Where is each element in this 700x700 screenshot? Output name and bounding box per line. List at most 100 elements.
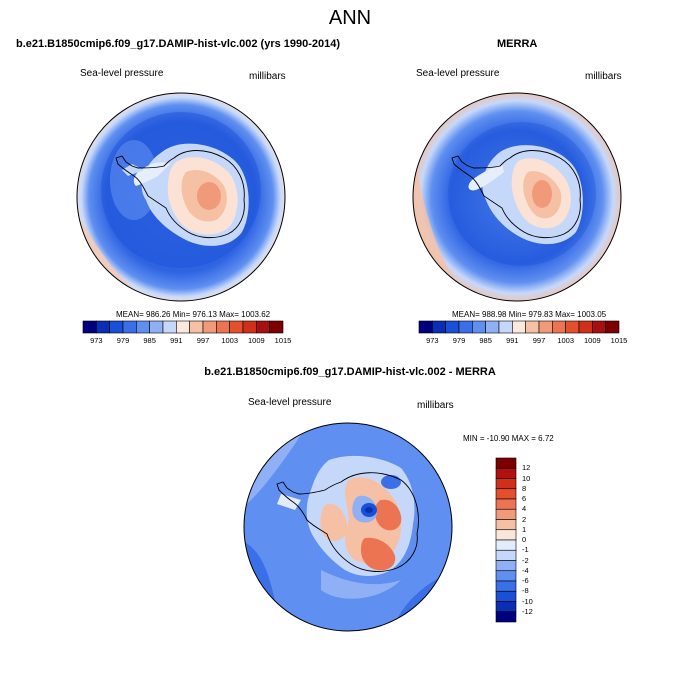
- panel1-colorbar-box: [136, 320, 150, 334]
- panel3-colorbar-box: [495, 539, 517, 551]
- panel1-colorbar-box: [256, 320, 270, 334]
- panel1-stats: MEAN= 986.26 Min= 976.13 Max= 1003.62: [116, 310, 271, 319]
- panel1-units-label: millibars: [249, 71, 286, 82]
- panel1-coastline: [115, 150, 245, 239]
- panel3-colorbar-box: [495, 457, 517, 469]
- panel3-colorbar-tick-label: 4: [522, 504, 527, 514]
- panel1-colorbar-tick-label: 973: [90, 336, 103, 345]
- panel1-polar-map: [76, 92, 286, 302]
- panel1-colorbar-box: [202, 320, 217, 334]
- panel3-colorbar-box: [495, 580, 517, 592]
- panel2-colorbar-box: [592, 320, 606, 334]
- panel2-colorbar-tick-label: 979: [452, 336, 466, 345]
- panel1-colorbar-tick-label: 991: [170, 336, 183, 345]
- panel1-colorbar-box: [242, 320, 257, 334]
- panel3-colorbar-tick-label: -12: [522, 606, 533, 616]
- panel2-map-border: [412, 92, 622, 302]
- panel2-colorbar-tick-label: 973: [426, 336, 439, 345]
- panel3-colorbar-tick-label: -10: [522, 596, 533, 606]
- panel3-units-label: millibars: [417, 400, 454, 411]
- panel3-colorbar-box: [495, 519, 517, 531]
- panel3-colorbar-tick-label: 2: [522, 514, 527, 524]
- panel1-colorbar-labels: 973 979 985 991 997 1003 1009 1015: [80, 336, 291, 348]
- panel2-colorbar-tick-label: 985: [479, 336, 492, 345]
- panel1-colorbar-boxes: [82, 320, 284, 334]
- panel2-units-label: millibars: [585, 71, 622, 82]
- panel3-colorbar-box: [495, 560, 517, 572]
- panel3-colorbar-box: [495, 601, 517, 613]
- panel2-colorbar-tick-label: 1009: [583, 336, 601, 345]
- panel3-colorbar-tick-label: -8: [522, 586, 529, 596]
- panel2-colorbar-box: [552, 320, 566, 334]
- panel1-colorbar-tick-label: 997: [196, 336, 210, 345]
- panel3-colorbar-boxes: [495, 457, 517, 623]
- panel2-colorbar-labels: 973 979 985 991 997 1003 1009 1015: [416, 336, 627, 348]
- panel2-field: [413, 93, 621, 301]
- panel2-title: MERRA: [497, 38, 538, 50]
- panel2-colorbar-box: [605, 320, 620, 334]
- panel2-coastline: [451, 150, 581, 239]
- panel2-colorbar-tick-label: 997: [532, 336, 546, 345]
- panel2-colorbar-box: [538, 320, 553, 334]
- main-title: ANN: [328, 7, 372, 29]
- panel3-colorbar-tick-label: 0: [522, 535, 527, 544]
- panel1-colorbar: [82, 320, 284, 334]
- panel2-colorbar-box: [525, 320, 540, 334]
- panel3-colorbar: [495, 457, 517, 623]
- panel2-colorbar-box: [432, 320, 446, 334]
- panel3-colorbar-box: [495, 498, 517, 510]
- panel1-colorbar-box: [82, 320, 97, 334]
- panel3-colorbar-tick-label: 6: [522, 494, 527, 503]
- panel1-colorbar-box: [216, 320, 230, 334]
- panel2-polar-map: [412, 92, 622, 302]
- panel3-left-label: Sea-level pressure: [248, 397, 332, 408]
- panel2-colorbar-tick-label: 991: [506, 336, 519, 345]
- panel3-colorbar-tick-label: 8: [522, 483, 527, 493]
- panel3-title: b.e21.B1850cmip6.f09_g17.DAMIP-hist-vlc.…: [204, 366, 496, 378]
- panel1-colorbar-box: [122, 320, 137, 334]
- panel3-colorbar-tick-label: 12: [522, 463, 531, 473]
- panel1-colorbar-box: [109, 320, 124, 334]
- panel1-colorbar-box: [269, 320, 284, 334]
- panel1-colorbar-box: [149, 320, 164, 334]
- panel3-colorbar-box: [495, 570, 517, 582]
- panel1-colorbar-tick-label: 1009: [247, 336, 265, 345]
- panel3-field: [244, 423, 452, 631]
- panel1-colorbar-box: [96, 320, 110, 334]
- panel3-colorbar-box: [495, 590, 517, 602]
- panel2-colorbar-box: [498, 320, 513, 334]
- panel3-colorbar-box: [495, 549, 517, 561]
- panel2-colorbar-tick-label: 1003: [557, 336, 574, 345]
- panel1-colorbar-box: [229, 320, 244, 334]
- panel1-colorbar-tick-label: 1003: [221, 336, 238, 345]
- panel3-colorbar-tick-label: -4: [522, 565, 529, 575]
- panel2-colorbar-box: [485, 320, 500, 334]
- panel3-polar-map: [243, 422, 453, 632]
- panel1-colorbar-tick-label: 979: [116, 336, 130, 345]
- panel1-colorbar-box: [162, 320, 177, 334]
- panel3-colorbar-box: [495, 488, 517, 500]
- panel2-colorbar-box: [578, 320, 593, 334]
- panel2-colorbar-box: [512, 320, 526, 334]
- panel2-colorbar-box: [418, 320, 433, 334]
- panel3-colorbar-box: [495, 508, 517, 520]
- panel1-left-label: Sea-level pressure: [80, 68, 164, 79]
- panel3-colorbar-labels: 12 10 8 6 4 2 1 0 -1 -2 -4 -6 -8 -10 -12: [518, 457, 558, 623]
- panel3-colorbar-tick-label: 1: [522, 524, 527, 534]
- panel2-colorbar-box: [565, 320, 580, 334]
- panel1-field: [77, 93, 285, 301]
- panel3-colorbar-tick-label: 10: [522, 473, 531, 483]
- panel1-colorbar-tick-label: 1015: [274, 336, 292, 345]
- panel1-map-border: [76, 92, 286, 302]
- panel3-colorbar-tick-label: -1: [522, 545, 529, 555]
- panel3-colorbar-box: [495, 467, 517, 479]
- panel2-left-label: Sea-level pressure: [416, 68, 500, 79]
- panel2-colorbar-box: [445, 320, 460, 334]
- panel3-colorbar-box: [495, 529, 517, 541]
- panel3-colorbar-tick-label: -6: [522, 576, 529, 585]
- panel3-colorbar-box: [495, 611, 517, 623]
- panel3-colorbar-box: [495, 478, 517, 490]
- panel2-colorbar: [418, 320, 620, 334]
- panel1-title: b.e21.B1850cmip6.f09_g17.DAMIP-hist-vlc.…: [16, 38, 341, 50]
